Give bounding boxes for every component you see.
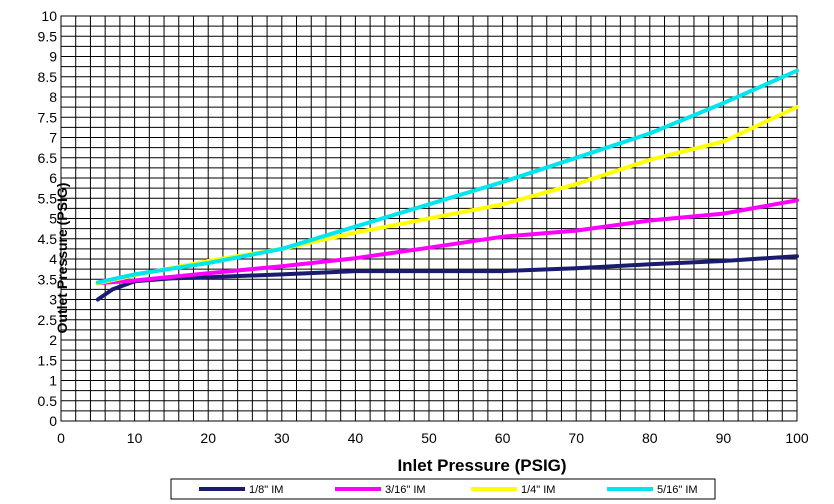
y-tick-label: 2 [49,332,57,348]
x-tick-labels: 0 10 20 30 40 50 60 70 80 90 100 [57,430,809,446]
x-tick-label: 60 [495,430,511,446]
y-tick-label: 0.5 [38,393,58,409]
y-axis-title: Outlet Pressure (PSIG) [54,183,70,334]
legend-label: 5/16" IM [657,484,698,496]
y-tick-label: 7 [49,130,57,146]
legend-box [170,478,716,500]
series-line-2 [95,198,799,286]
x-tick-label: 80 [642,430,658,446]
legend-label: 3/16" IM [385,484,426,496]
y-tick-label: 4.5 [38,231,58,247]
y-tick-label: 6 [49,170,57,186]
legend-label: 1/4" IM [521,484,555,496]
x-tick-label: 90 [716,430,732,446]
x-tick-label: 50 [421,430,437,446]
y-tick-label: 8.5 [38,69,58,85]
y-tick-label: 5.5 [38,190,58,206]
y-tick-labels: 0 0.5 1 1.5 2 2.5 3 3.5 4 4.5 5 5.5 6 6.5 7 7.5 8 8.5 9 9.5… [38,8,58,429]
x-tick-label: 30 [274,430,290,446]
y-tick-label: 9.5 [38,28,58,44]
y-tick-label: 1 [49,373,57,389]
y-tick-label: 3.5 [38,271,58,287]
y-tick-label: 9 [49,49,57,65]
x-tick-label: 0 [57,430,65,446]
y-tick-label: 1.5 [38,352,58,368]
x-tick-label: 10 [127,430,143,446]
series-line-4 [95,68,799,285]
x-tick-label: 100 [785,430,809,446]
legend: 1/8" IM 3/16" IM 1/4" IM 5/16" IM [170,478,716,500]
y-tick-label: 10 [41,8,57,24]
y-tick-label: 8 [49,89,57,105]
y-tick-label: 2.5 [38,312,58,328]
x-axis-title: Inlet Pressure (PSIG) [397,456,566,475]
y-tick-label: 5 [49,211,57,227]
x-tick-label: 70 [568,430,584,446]
y-tick-label: 4 [49,251,57,267]
x-tick-label: 20 [200,430,216,446]
y-tick-label: 0 [49,413,57,429]
series-lines [95,68,799,302]
y-tick-label: 3 [49,292,57,308]
y-tick-label: 7.5 [38,109,58,125]
x-tick-label: 40 [348,430,364,446]
legend-label: 1/8" IM [249,484,283,496]
y-tick-label: 6.5 [38,150,58,166]
